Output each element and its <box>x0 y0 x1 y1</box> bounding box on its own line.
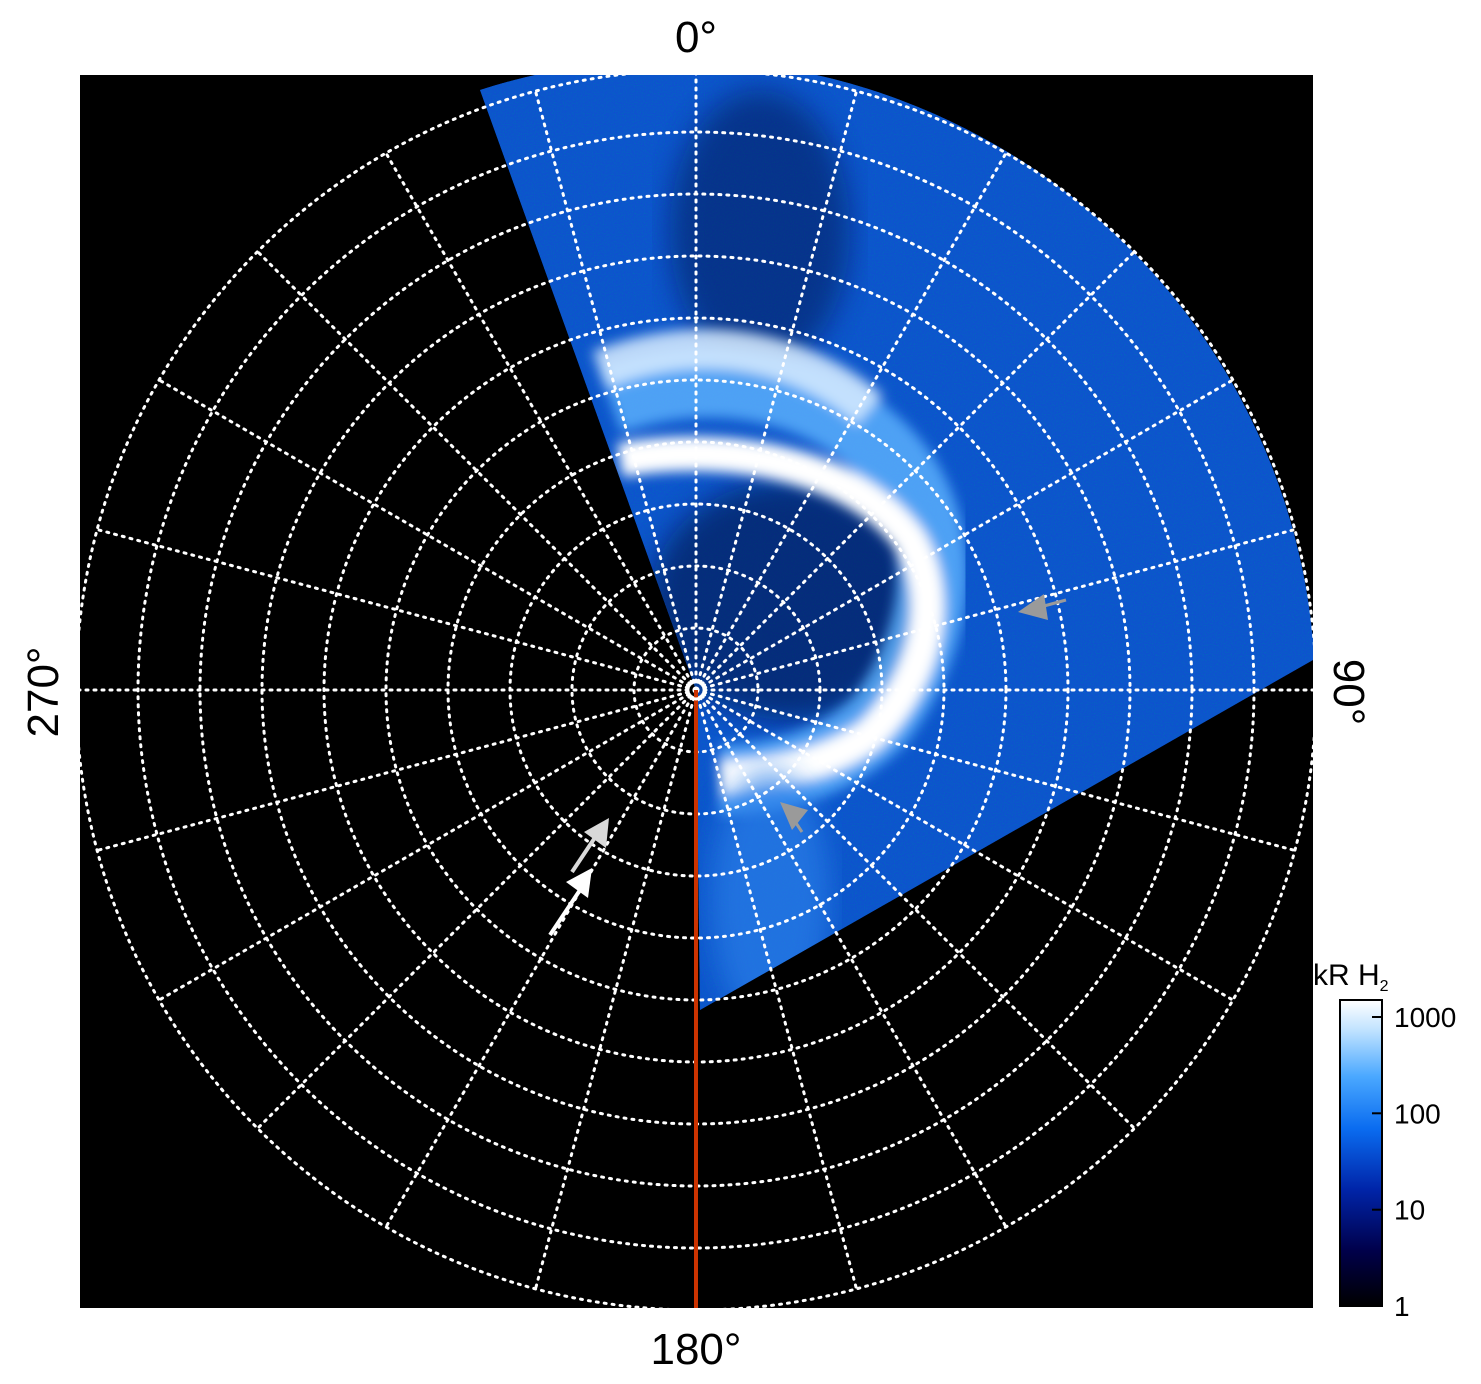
light-arrow-upper <box>570 818 609 874</box>
grid-spoke <box>694 378 1235 692</box>
colorbar-tick-label: 1 <box>1394 1291 1410 1322</box>
grid-spoke <box>694 89 858 692</box>
label-left: 270° <box>19 646 68 737</box>
grid-spoke <box>694 528 1297 692</box>
grid-spoke <box>694 688 1297 852</box>
grid-spoke <box>534 688 698 1291</box>
grid-spoke <box>694 151 1008 692</box>
colorbar-gradient <box>1339 999 1383 1307</box>
colorbar: kR H2 1 10 100 1000 <box>1313 959 1456 1322</box>
grid-spoke <box>157 378 698 692</box>
colorbar-tick-label: 10 <box>1394 1195 1425 1226</box>
label-right: 90° <box>1324 659 1373 726</box>
grid-ring <box>136 130 1256 1250</box>
grid-spoke <box>256 688 698 1130</box>
colorbar-tick-label: 1000 <box>1394 1002 1456 1033</box>
dark-streak <box>670 90 850 370</box>
grid-spoke <box>384 688 698 1229</box>
grid-spoke <box>157 688 698 1002</box>
arrows <box>548 594 1067 937</box>
grid-spoke <box>694 688 1136 1130</box>
grid-spoke <box>384 151 698 692</box>
grid-spoke <box>694 250 1136 692</box>
colorbar-title: kR H2 <box>1313 959 1389 995</box>
gray-arrow-lower-right <box>780 802 808 833</box>
pole-marker <box>685 679 707 701</box>
grid-spoke <box>694 688 858 1291</box>
polar-cap-dark <box>650 480 930 720</box>
grid-spoke <box>95 528 698 692</box>
gray-arrow-right <box>1018 594 1067 620</box>
white-arrow-lower <box>548 868 592 937</box>
grid-spoke <box>256 250 698 692</box>
grid-spoke <box>694 688 1235 1002</box>
colorbar-ticks: 1 10 100 1000 <box>1372 1002 1456 1322</box>
grid-spoke <box>694 688 1008 1229</box>
grid-spoke <box>95 688 698 852</box>
grid-spoke <box>534 89 698 692</box>
colorbar-tick-label: 100 <box>1394 1098 1441 1129</box>
label-bottom: 180° <box>650 1325 741 1374</box>
label-top: 0° <box>675 13 717 62</box>
